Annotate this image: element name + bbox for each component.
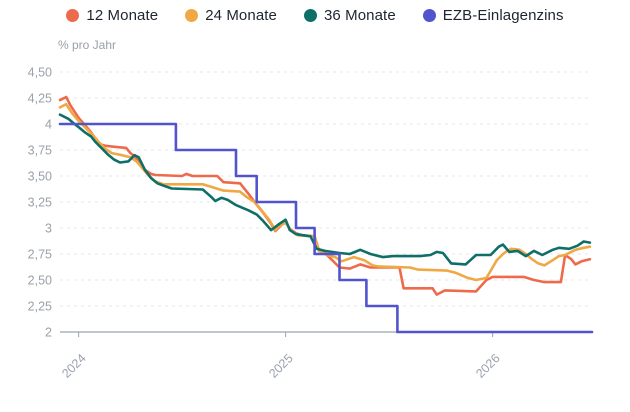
legend-item-12-monate[interactable]: 12 Monate	[66, 7, 158, 24]
y-tick-label: 2,25	[28, 300, 52, 314]
series-line-12-monate	[58, 95, 592, 296]
legend-dot-icon	[185, 9, 199, 22]
y-tick-label: 4	[45, 118, 52, 132]
y-tick-label: 4,50	[28, 66, 52, 80]
legend-item-ezb-einlagenzins[interactable]: EZB-Einlagenzins	[422, 7, 564, 24]
y-tick-label: 3,25	[28, 196, 52, 210]
legend-dot-icon	[422, 9, 436, 22]
chart-legend: 12 Monate 24 Monate 36 Monate EZB-Einlagenz…	[0, 7, 630, 24]
legend-label: 12 Monate	[86, 7, 159, 24]
x-tick-label: 2026	[473, 351, 503, 381]
legend-item-36-monate[interactable]: 36 Monate	[303, 7, 396, 24]
y-tick-label: 2	[45, 326, 52, 340]
legend-label: 24 Monate	[205, 7, 277, 24]
y-tick-label: 3,75	[28, 144, 52, 158]
series-line-ezb-einlagenzins	[58, 122, 594, 334]
legend-label: 36 Monate	[323, 7, 396, 24]
y-tick-label: 3,50	[28, 170, 52, 184]
legend-dot-icon	[303, 9, 317, 22]
legend-item-24-monate[interactable]: 24 Monate	[185, 7, 277, 24]
series-line-36-monate	[58, 113, 592, 266]
x-tick-label: 2025	[266, 351, 296, 381]
legend-dot-icon	[66, 9, 80, 22]
legend-label: EZB-Einlagenzins	[442, 7, 564, 24]
y-tick-label: 2,75	[28, 248, 52, 262]
y-axis-unit-label: % pro Jahr	[58, 38, 117, 52]
y-tick-label: 2,50	[28, 274, 52, 288]
x-tick-label: 2024	[59, 351, 89, 381]
y-tick-label: 4,25	[28, 92, 52, 106]
y-tick-label: 3	[45, 222, 52, 236]
